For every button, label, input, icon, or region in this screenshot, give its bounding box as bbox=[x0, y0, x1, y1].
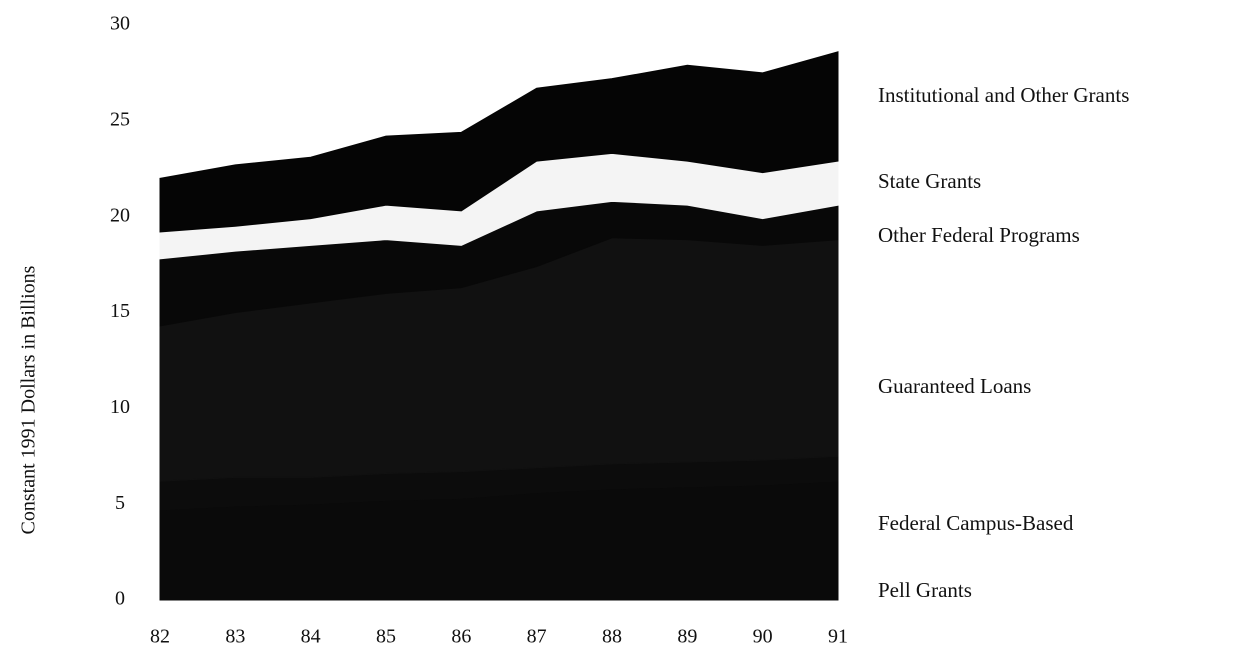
y-tick-label: 15 bbox=[110, 300, 130, 322]
y-tick-label: 25 bbox=[110, 108, 130, 130]
x-tick-label: 88 bbox=[602, 626, 622, 648]
legend-label: State Grants bbox=[878, 169, 981, 193]
x-tick-label: 85 bbox=[376, 626, 396, 648]
legend-label: Guaranteed Loans bbox=[878, 374, 1031, 398]
x-tick-label: 86 bbox=[451, 626, 471, 648]
legend-label: Other Federal Programs bbox=[878, 223, 1080, 247]
y-tick-label: 5 bbox=[115, 492, 125, 514]
legend-label: Institutional and Other Grants bbox=[878, 83, 1129, 107]
x-tick-label: 91 bbox=[828, 626, 848, 648]
area bbox=[159, 51, 839, 233]
x-tick-label: 82 bbox=[150, 626, 170, 648]
x-tick-label: 90 bbox=[753, 626, 773, 648]
y-tick-label: 10 bbox=[110, 396, 130, 418]
x-tick-label: 84 bbox=[301, 626, 321, 648]
legend-label: Federal Campus-Based bbox=[878, 511, 1074, 535]
y-tick-label: 30 bbox=[110, 13, 130, 35]
x-tick-label: 87 bbox=[527, 626, 547, 648]
y-tick-label: 20 bbox=[110, 204, 130, 226]
y-tick-label: 0 bbox=[115, 588, 125, 610]
x-tick-label: 89 bbox=[677, 626, 697, 648]
y-axis-title: Constant 1991 Dollars in Billions bbox=[18, 265, 40, 534]
x-tick-label: 83 bbox=[225, 626, 245, 648]
legend-label: Pell Grants bbox=[878, 578, 972, 602]
